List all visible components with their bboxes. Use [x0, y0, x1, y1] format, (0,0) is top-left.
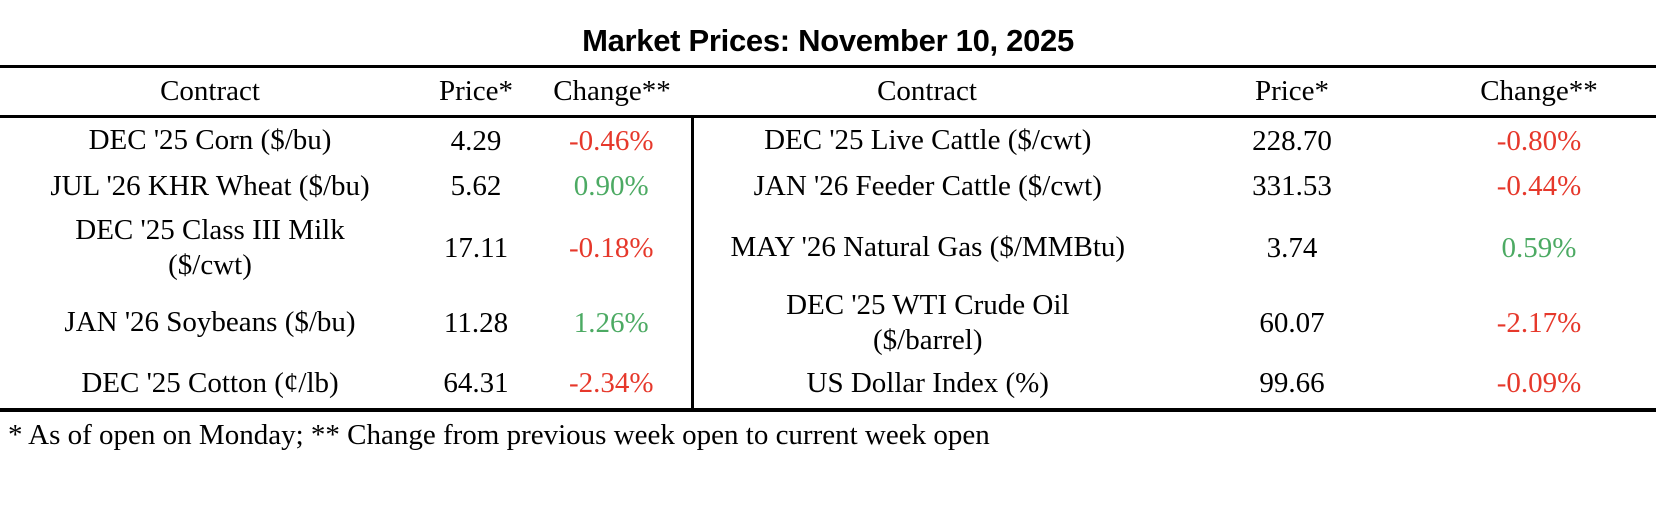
contract-cell: JUL '26 KHR Wheat ($/bu) [50, 169, 370, 202]
header-contract-left: Contract [0, 66, 420, 118]
header-contract-right: Contract [692, 66, 1162, 118]
header-change-left: Change** [532, 66, 692, 118]
change-cell: -0.18% [532, 209, 692, 287]
change-cell: -0.09% [1422, 359, 1656, 410]
footnote: * As of open on Monday; ** Change from p… [8, 419, 990, 451]
contract-cell: DEC '25 Class III Milk ($/cwt) [75, 213, 345, 281]
price-cell: 228.70 [1252, 124, 1332, 157]
change-cell: 1.26% [532, 287, 692, 359]
change-value: -0.18% [568, 231, 654, 264]
change-value: -0.09% [1496, 367, 1582, 399]
change-value: 0.90% [573, 170, 649, 202]
table-header-row: Contract Price* Change** Contract Price*… [0, 66, 1656, 118]
contract-cell: DEC '25 Live Cattle ($/cwt) [690, 116, 1162, 164]
change-value: 1.26% [573, 306, 649, 339]
change-cell: 0.59% [1422, 209, 1656, 287]
table-row: JUL '26 KHR Wheat ($/bu) 5.62 0.90% JAN … [0, 164, 1656, 209]
contract-cell: US Dollar Index (%) [690, 359, 1162, 410]
price-cell: 60.07 [1259, 306, 1325, 339]
change-value: -0.46% [568, 124, 654, 157]
change-cell: -0.46% [532, 117, 692, 165]
price-cell: 11.28 [443, 306, 509, 339]
contract-cell: JAN '26 Soybeans ($/bu) [64, 306, 356, 339]
market-prices-table: Contract Price* Change** Contract Price*… [0, 65, 1656, 412]
price-cell: 3.74 [1266, 231, 1318, 264]
table-row: DEC '25 Class III Milk ($/cwt) 17.11 -0.… [0, 209, 1656, 287]
price-cell: 17.11 [443, 231, 509, 264]
contract-cell: DEC '25 WTI Crude Oil ($/barrel) [690, 287, 1162, 359]
header-change-right: Change** [1422, 66, 1656, 118]
contract-cell: DEC '25 Cotton (¢/lb) [81, 366, 339, 399]
change-cell: -2.17% [1422, 287, 1656, 359]
contract-cell: JAN '26 Feeder Cattle ($/cwt) [690, 164, 1162, 209]
header-price-left: Price* [420, 66, 532, 118]
table-row: DEC '25 Corn ($/bu) 4.29 -0.46% DEC '25 … [0, 116, 1656, 165]
contract-cell: DEC '25 Corn ($/bu) [88, 124, 332, 157]
price-cell: 4.29 [450, 124, 502, 157]
change-value: -0.80% [1496, 124, 1582, 157]
price-cell: 5.62 [450, 170, 502, 202]
contract-cell: MAY '26 Natural Gas ($/MMBtu) [690, 209, 1162, 287]
change-value: -2.34% [568, 367, 654, 399]
table-row: DEC '25 Cotton (¢/lb) 64.31 -2.34% US Do… [0, 359, 1656, 410]
price-cell: 331.53 [1252, 170, 1332, 202]
change-cell: -2.34% [532, 359, 692, 410]
header-price-right: Price* [1162, 66, 1422, 118]
change-value: 0.59% [1501, 231, 1577, 264]
page-title: Market Prices: November 10, 2025 [582, 23, 1074, 58]
change-value: -2.17% [1496, 306, 1582, 339]
change-cell: -0.80% [1422, 117, 1656, 165]
price-cell: 99.66 [1259, 367, 1325, 399]
change-cell: 0.90% [532, 164, 692, 209]
price-cell: 64.31 [443, 367, 509, 399]
change-cell: -0.44% [1422, 164, 1656, 209]
change-value: -0.44% [1496, 170, 1582, 202]
table-row: JAN '26 Soybeans ($/bu) 11.28 1.26% DEC … [0, 287, 1656, 359]
